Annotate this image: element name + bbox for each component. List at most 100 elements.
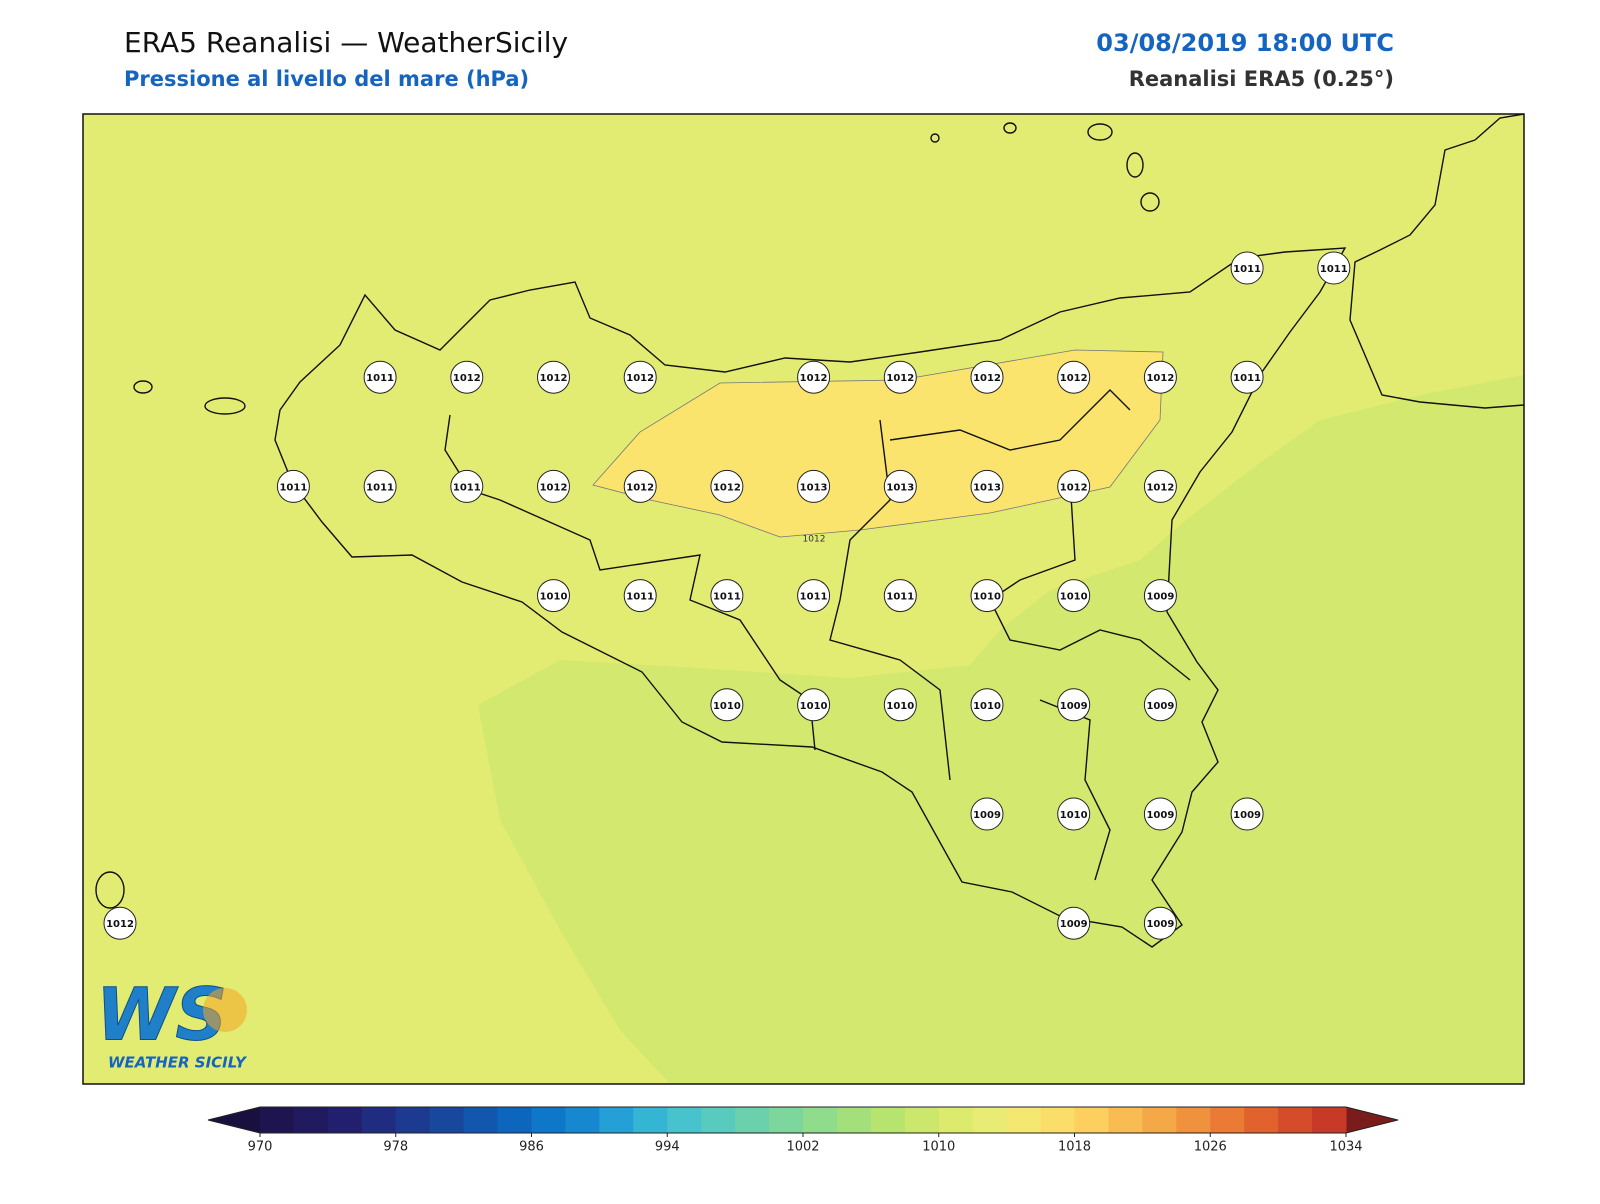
logo-sun — [203, 988, 247, 1032]
colorbar-segment — [938, 1107, 974, 1133]
title: ERA5 Reanalisi — WeatherSicily — [124, 26, 568, 59]
station-value: 1011 — [366, 482, 394, 493]
colorbar-segment — [599, 1107, 634, 1133]
colorbar-segment — [972, 1107, 1008, 1133]
station-marker — [883, 469, 917, 503]
station-marker — [1057, 469, 1091, 503]
station-value: 1012 — [713, 482, 741, 493]
station-marker — [1317, 251, 1351, 285]
colorbar-segment — [836, 1107, 872, 1133]
colorbar-segment — [701, 1107, 736, 1133]
station-marker — [623, 360, 657, 394]
colorbar-segment — [667, 1107, 702, 1133]
logo: WS WEATHER SICILY — [96, 972, 248, 1071]
station-marker — [970, 797, 1004, 831]
station-value: 1012 — [1060, 373, 1088, 384]
station-marker — [710, 688, 744, 722]
station-value: 1011 — [1233, 264, 1261, 275]
station-marker — [970, 579, 1004, 613]
station-value: 1012 — [1060, 482, 1088, 493]
station-value: 1011 — [886, 592, 914, 603]
colorbar-segment — [735, 1107, 770, 1133]
colorbar: 970 978 986 994 1002 1010 1018 1026 1034 — [207, 1106, 1399, 1155]
station-value: 1010 — [973, 592, 1001, 603]
station-value: 1012 — [800, 373, 828, 384]
station-value: 1010 — [800, 701, 828, 712]
station-value: 1010 — [713, 701, 741, 712]
stations: 1011 1011 1011 1012 1012 1012 1012 1012 1012 1012… — [103, 251, 1351, 940]
station-marker — [883, 360, 917, 394]
station-marker — [710, 469, 744, 503]
colorbar-segment — [769, 1107, 804, 1133]
station-marker — [537, 469, 570, 503]
colorbar-tick-label: 986 — [519, 1140, 544, 1155]
station-marker — [1230, 360, 1264, 394]
station-value: 1009 — [1233, 810, 1261, 821]
colorbar-segment — [633, 1107, 668, 1133]
station-marker — [970, 360, 1004, 394]
colorbar-tick-label: 994 — [655, 1140, 680, 1155]
station-value: 1012 — [1146, 482, 1174, 493]
station-value: 1012 — [626, 482, 654, 493]
station-marker — [1057, 797, 1091, 831]
station-value: 1013 — [800, 482, 828, 493]
station-value: 1009 — [973, 810, 1001, 821]
station-marker — [797, 360, 831, 394]
colorbar-tick-label: 978 — [383, 1140, 408, 1155]
station-marker — [1057, 360, 1091, 394]
colorbar-over — [1346, 1107, 1398, 1133]
station-value: 1011 — [1320, 264, 1348, 275]
colorbar-segment — [1244, 1107, 1279, 1133]
colorbar-segment — [531, 1107, 566, 1133]
station-value: 1012 — [540, 373, 568, 384]
station-value: 1009 — [1146, 810, 1174, 821]
datetime: 03/08/2019 18:00 UTC — [1096, 29, 1394, 57]
station-marker — [1143, 469, 1177, 503]
colorbar-segment — [395, 1107, 431, 1133]
station-value: 1010 — [886, 701, 914, 712]
subtitle: Pressione al livello del mare (hPa) — [124, 67, 529, 91]
station-marker — [103, 906, 137, 940]
colorbar-segment — [870, 1107, 906, 1133]
colorbar-segment — [1074, 1107, 1109, 1133]
station-value: 1009 — [1146, 701, 1174, 712]
colorbar-segment — [260, 1107, 295, 1133]
station-marker — [1057, 906, 1091, 940]
station-value: 1012 — [626, 373, 654, 384]
colorbar-under — [208, 1107, 260, 1133]
station-marker — [883, 579, 917, 613]
station-value: 1012 — [453, 373, 481, 384]
colorbar-segment — [1176, 1107, 1211, 1133]
colorbar-segment — [1142, 1107, 1177, 1133]
source: Reanalisi ERA5 (0.25°) — [1129, 67, 1394, 91]
station-value: 1012 — [886, 373, 914, 384]
station-value: 1011 — [1233, 373, 1261, 384]
station-value: 1010 — [1060, 810, 1088, 821]
station-value: 1012 — [1146, 373, 1174, 384]
station-marker — [883, 688, 917, 722]
station-value: 1010 — [1060, 592, 1088, 603]
colorbar-segment — [1040, 1107, 1075, 1133]
station-value: 1013 — [886, 482, 914, 493]
station-value: 1011 — [800, 592, 828, 603]
station-value: 1012 — [106, 919, 134, 930]
colorbar-segment — [1006, 1107, 1042, 1133]
colorbar-tick-label: 1026 — [1194, 1140, 1227, 1155]
station-marker — [797, 688, 831, 722]
station-value: 1010 — [540, 592, 568, 603]
colorbar-segment — [463, 1107, 499, 1133]
station-value: 1011 — [279, 482, 307, 493]
station-marker — [1143, 906, 1177, 940]
station-value: 1009 — [1060, 701, 1088, 712]
station-value: 1012 — [540, 482, 568, 493]
contour-label: 1012 — [803, 535, 826, 545]
colorbar-segment — [1108, 1107, 1143, 1133]
map-frame — [82, 113, 1525, 1085]
colorbar-segment — [1278, 1107, 1313, 1133]
colorbar-tick-label: 1018 — [1058, 1140, 1091, 1155]
station-marker — [1143, 797, 1177, 831]
station-value: 1009 — [1146, 919, 1174, 930]
station-value: 1012 — [973, 373, 1001, 384]
